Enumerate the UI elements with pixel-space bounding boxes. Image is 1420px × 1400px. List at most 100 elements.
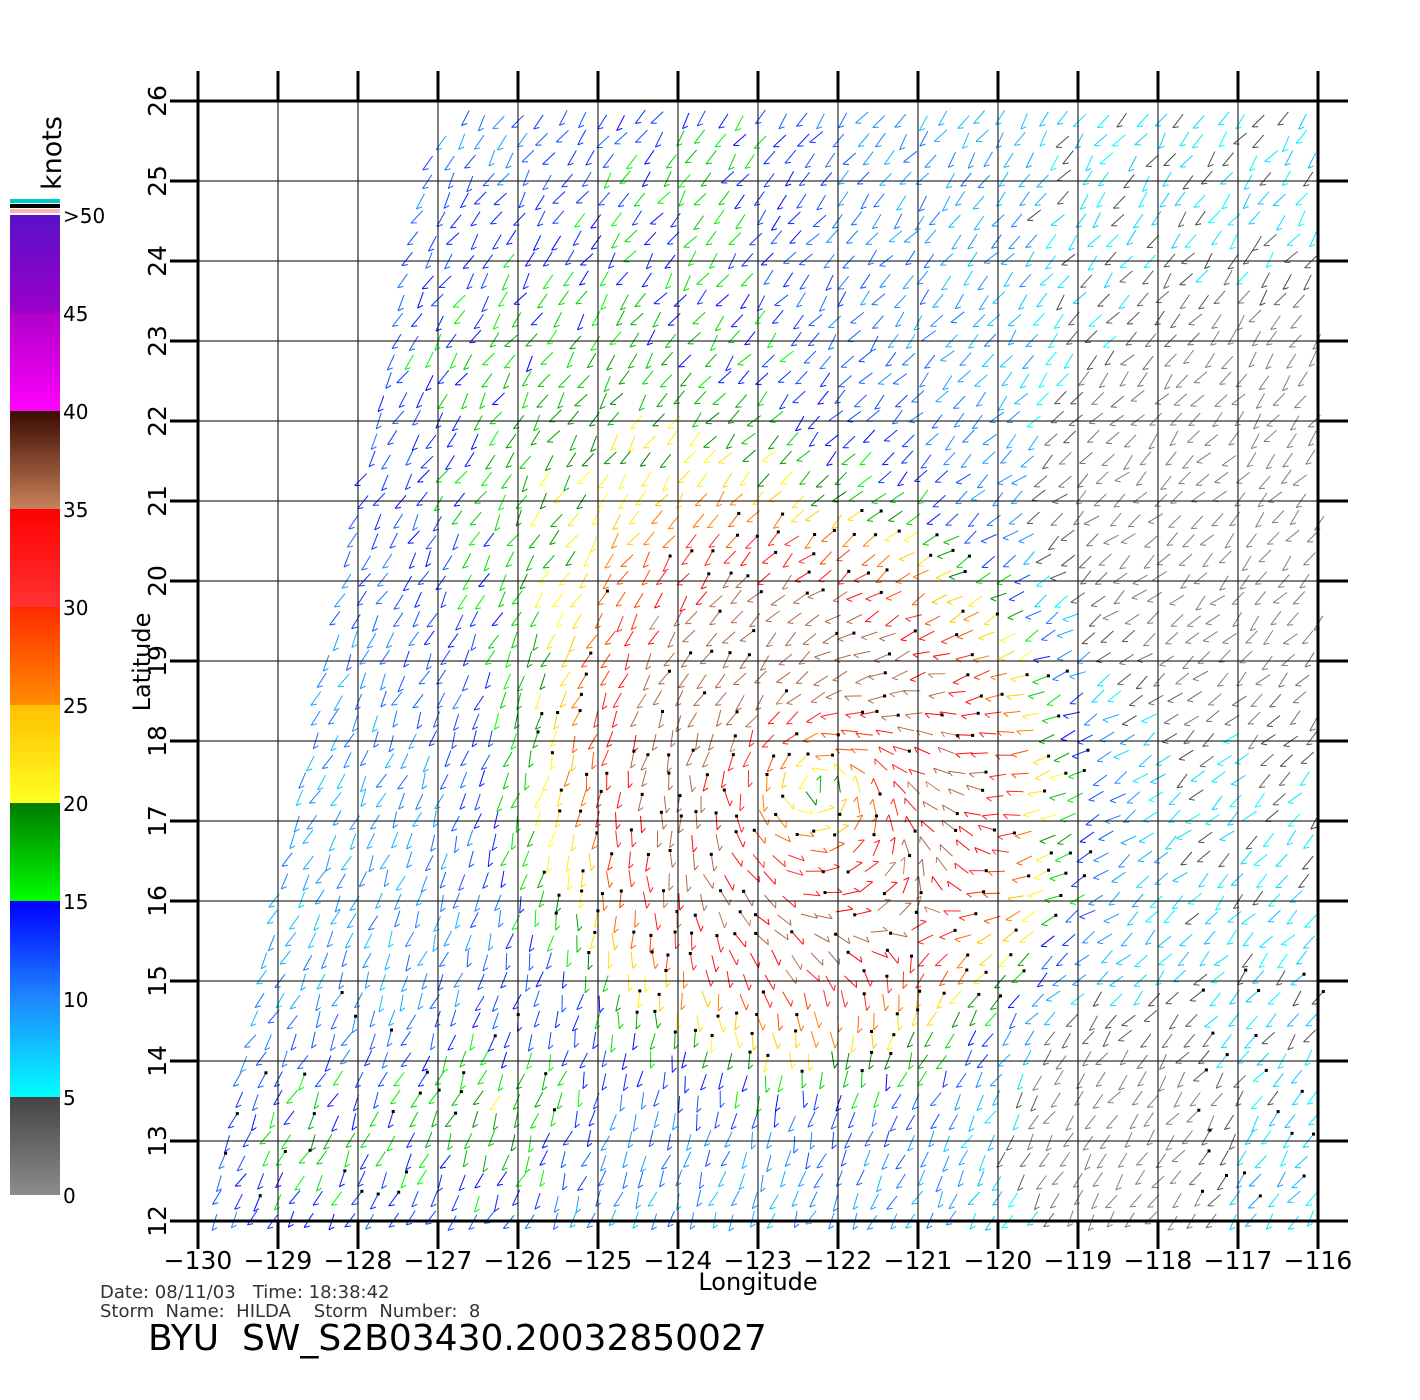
wind-barb (810, 701, 818, 704)
wind-barb (474, 1008, 482, 1012)
wind-vector (767, 531, 779, 546)
wind-barb (1033, 324, 1040, 326)
wind-vector (1005, 434, 1017, 449)
wind-vector (616, 570, 629, 585)
wind-barb (978, 637, 985, 641)
wind-vector (1279, 754, 1294, 767)
wind-barb (874, 407, 881, 410)
wind-vector (606, 354, 616, 371)
wind-vector (795, 371, 808, 385)
wind-vector (553, 311, 562, 328)
wind-vector (515, 815, 518, 833)
wind-vector (858, 372, 873, 384)
wind-barb (819, 308, 826, 312)
wind-vector (1234, 492, 1246, 507)
wind-barb (1217, 886, 1224, 889)
wind-vector (1297, 371, 1308, 387)
wind-vector (1076, 473, 1089, 488)
wind-vector (1006, 694, 1024, 697)
wind-barb (773, 983, 776, 990)
wind-vector (1018, 294, 1028, 310)
wind-barb (567, 524, 574, 527)
wind-vector (570, 834, 575, 851)
wind-vector (1282, 452, 1293, 468)
wind-vector (895, 1173, 906, 1189)
wind-barb (599, 283, 606, 287)
wind-barb (1014, 835, 1021, 840)
wind-barb (1236, 482, 1243, 484)
wind-vector (649, 1033, 656, 1050)
wind-vector (970, 752, 988, 755)
wind-barb (590, 945, 596, 950)
wind-vector (787, 612, 802, 624)
wind-barb (838, 841, 845, 844)
wind-barb (361, 567, 368, 571)
wind-vector (779, 350, 794, 362)
wind-barb (794, 901, 796, 908)
wind-vector (758, 810, 769, 826)
wind-vector (897, 726, 915, 732)
wind-vector (640, 1092, 645, 1110)
wind-barb (412, 623, 419, 628)
wind-barb (586, 646, 593, 649)
wind-vector (416, 711, 422, 729)
wind-barb (1036, 305, 1043, 308)
wind-barb (464, 947, 471, 952)
wind-vector (569, 594, 582, 608)
wind-barb (885, 597, 892, 601)
wind-vector (749, 1210, 755, 1228)
wind-vector (562, 1173, 566, 1191)
wind-vector (535, 971, 544, 988)
wind-barb (1209, 603, 1217, 606)
wind-vector (773, 1110, 777, 1128)
wind-vector (964, 1049, 973, 1066)
wind-vector (1136, 1152, 1149, 1166)
wind-barb (1241, 923, 1248, 925)
wind-barb (370, 827, 377, 830)
wind-barb (1265, 366, 1272, 370)
wind-vector (632, 1114, 637, 1132)
wind-barb (572, 723, 578, 727)
wind-vector (757, 391, 768, 407)
wind-barb (720, 1163, 727, 1167)
wind-vector (955, 654, 973, 660)
wind-barb (597, 603, 604, 606)
wind-vector (832, 670, 848, 681)
wind-vector (777, 914, 792, 926)
wind-vector (785, 969, 797, 984)
wind-vector (1036, 972, 1048, 987)
wind-vector (728, 1214, 734, 1232)
wind-barb (406, 1027, 413, 1030)
wind-vector (503, 673, 512, 690)
wind-vector (624, 631, 634, 647)
wind-barb (306, 827, 314, 830)
wind-barb (1182, 667, 1189, 670)
wind-barb (634, 605, 641, 609)
wind-vector (761, 354, 775, 368)
wind-vector (819, 775, 822, 793)
wind-vector (1211, 513, 1224, 527)
wind-barb (1223, 282, 1230, 286)
wind-vector (1206, 1115, 1215, 1132)
wind-vector (886, 1034, 895, 1051)
wind-vector (1199, 534, 1215, 546)
wind-barb (695, 745, 701, 751)
wind-vector (505, 651, 511, 668)
wind-vector (1195, 473, 1210, 486)
wind-vector (1079, 452, 1093, 464)
wind-barb (1104, 285, 1111, 289)
wind-barb (315, 881, 322, 884)
wind-vector (1069, 692, 1084, 704)
wind-barb (485, 662, 492, 665)
wind-vector (1214, 394, 1228, 407)
wind-vector (842, 255, 855, 269)
wind-barb (409, 1124, 416, 1128)
wind-vector (797, 834, 815, 837)
wind-barb (1012, 1126, 1019, 1131)
wind-barb (428, 1102, 435, 1105)
wind-barb (526, 368, 532, 373)
wind-vector (827, 334, 837, 350)
wind-vector (1138, 754, 1152, 767)
wind-barb (1254, 603, 1261, 605)
wind-barb (966, 784, 970, 791)
